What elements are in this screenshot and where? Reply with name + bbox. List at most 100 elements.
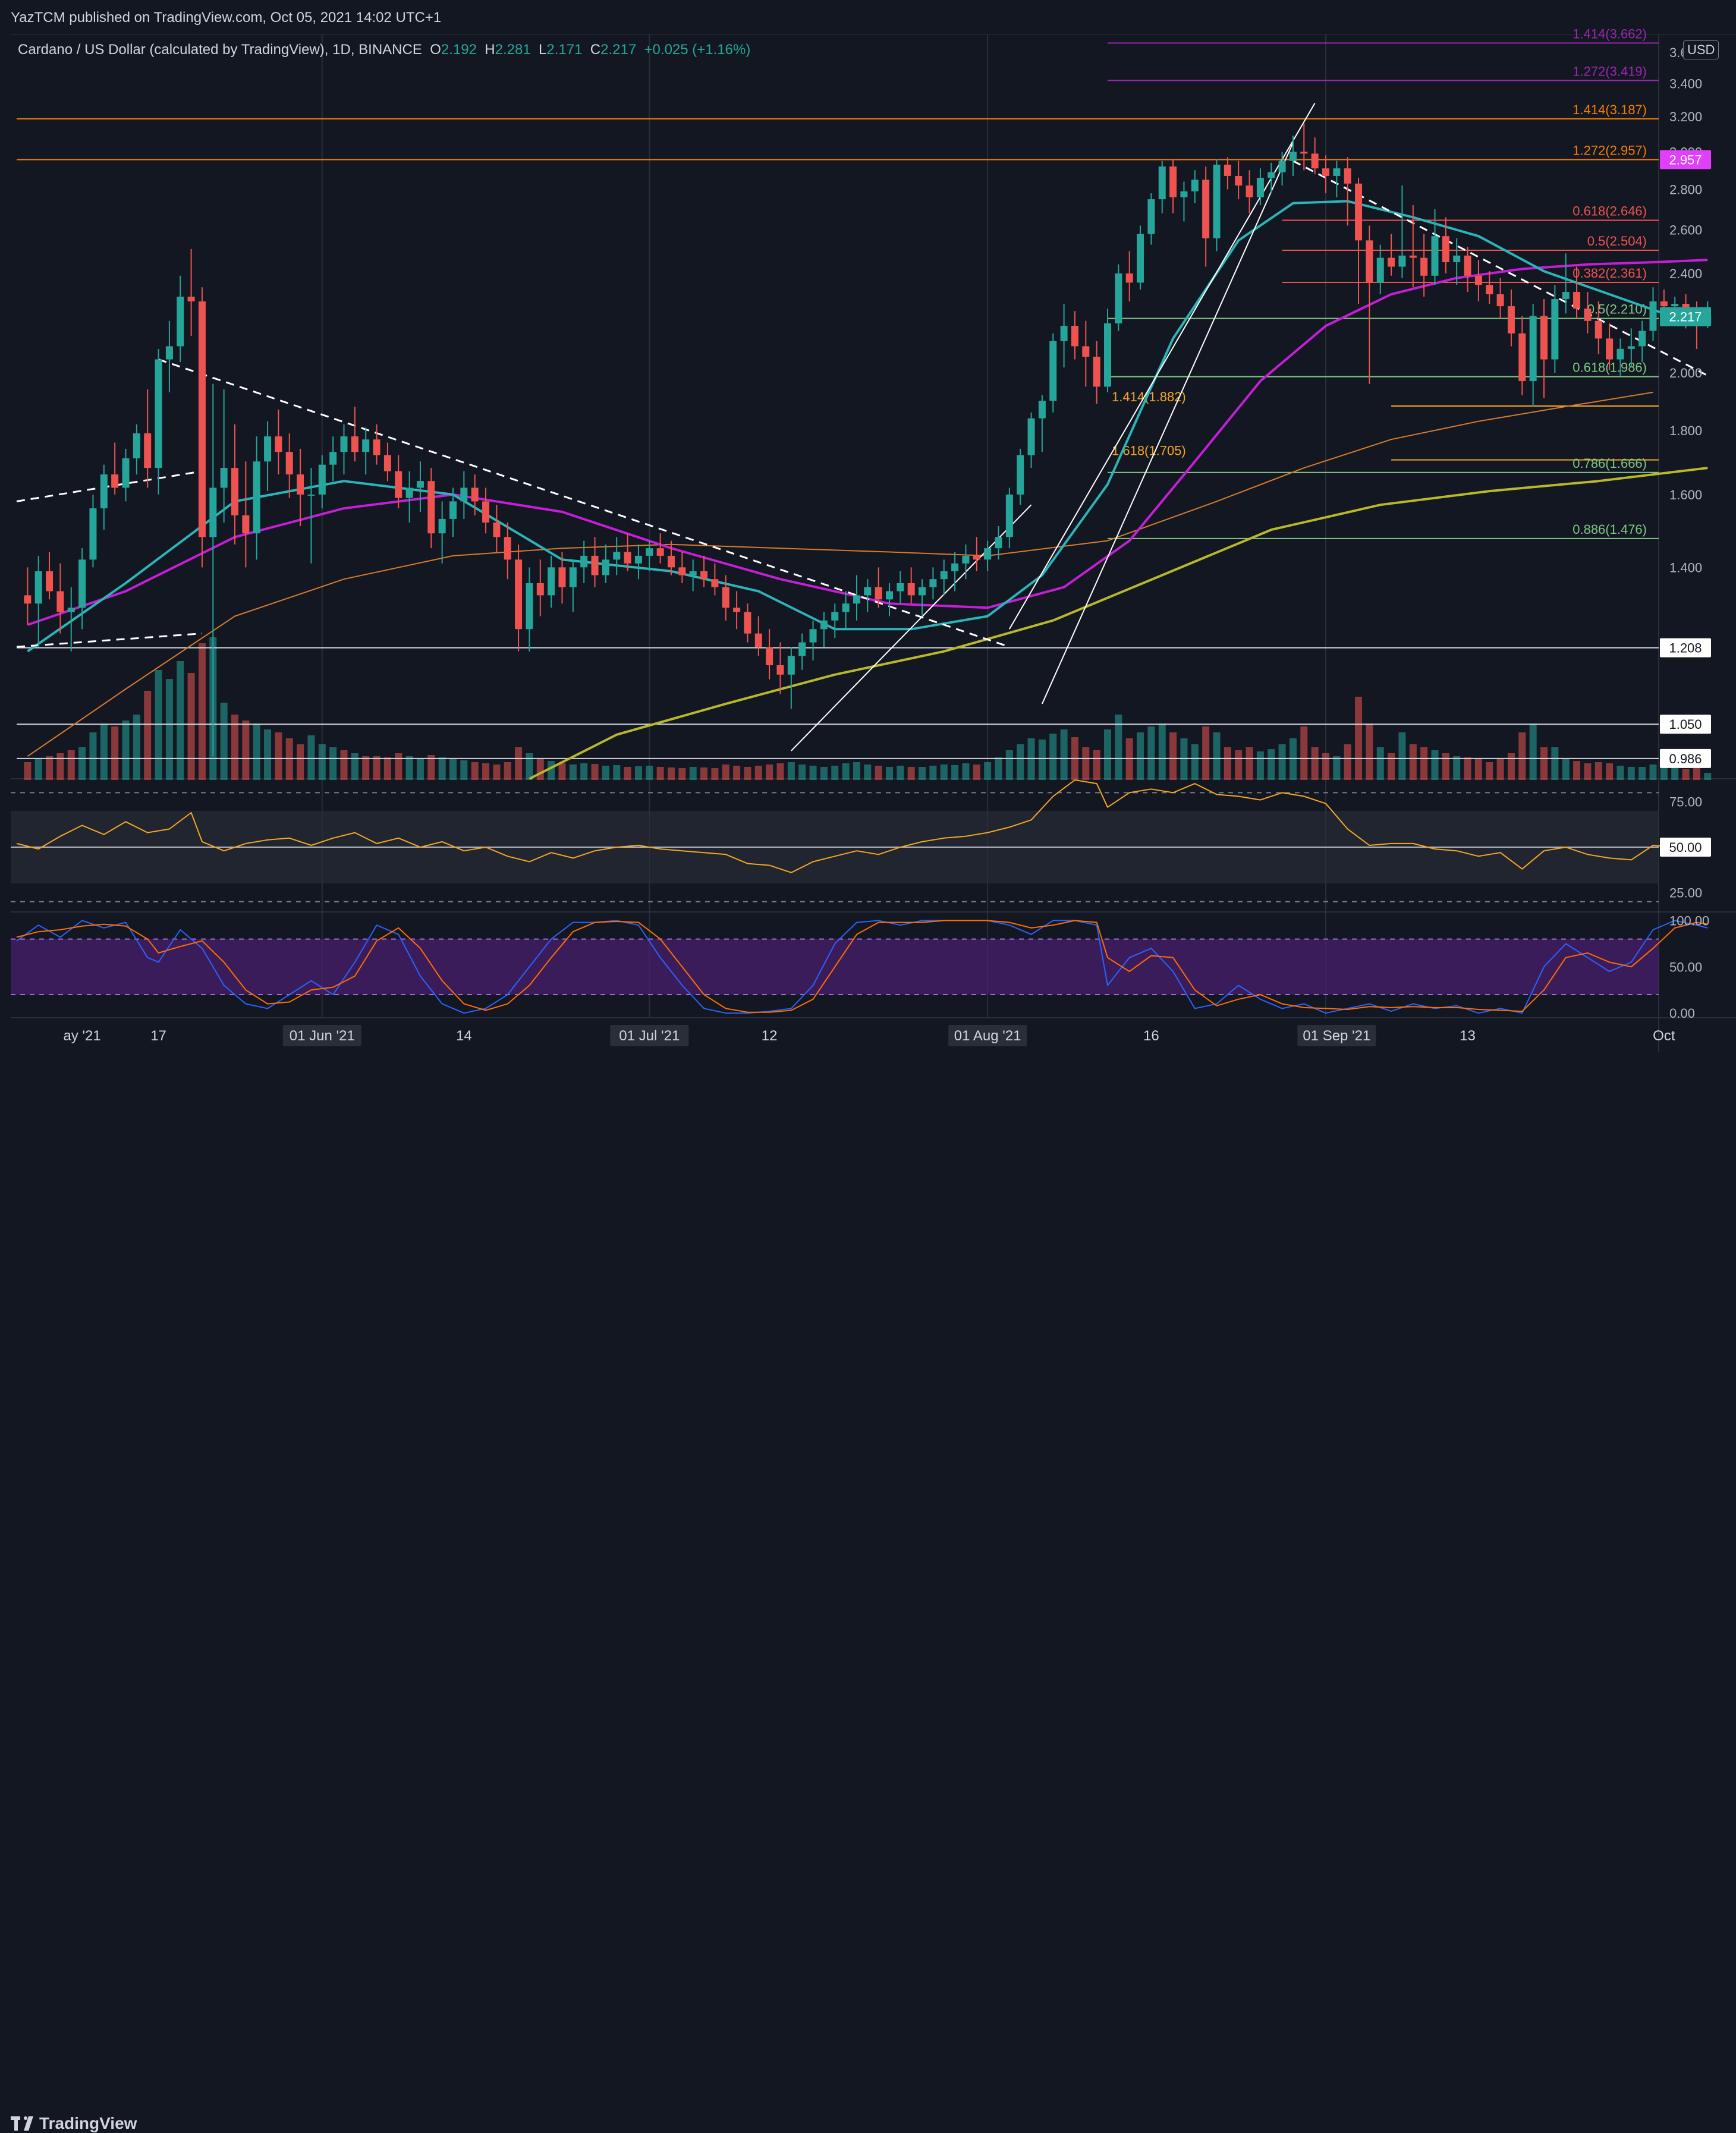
candle-body xyxy=(1388,257,1395,267)
volume-bar xyxy=(1256,751,1264,780)
candle-body xyxy=(1300,152,1308,154)
candle-body xyxy=(1420,257,1428,276)
volume-bar xyxy=(1627,767,1635,780)
volume-bar xyxy=(526,753,533,780)
candle-body xyxy=(678,567,686,575)
symbol-info: Cardano / US Dollar (calculated by Tradi… xyxy=(18,42,750,58)
candle-body xyxy=(1540,316,1548,360)
footer-bar: TradingView xyxy=(0,1052,1736,2132)
candle-body xyxy=(1529,316,1537,382)
volume-bar xyxy=(1246,747,1253,780)
candle-body xyxy=(220,468,228,488)
volume-bar xyxy=(1125,738,1133,780)
candle-body xyxy=(482,501,490,523)
high-value: 2.281 xyxy=(495,42,531,58)
rsi-tick-label: 25.00 xyxy=(1669,885,1702,900)
fib-level-label: 0.382(2.361) xyxy=(1573,266,1647,281)
candle-body xyxy=(646,548,653,556)
candle-body xyxy=(449,501,457,519)
low-label: L xyxy=(539,42,547,58)
volume-bar xyxy=(1268,749,1275,780)
candle-body xyxy=(754,633,762,647)
candle-body xyxy=(144,433,152,468)
candle-body xyxy=(1017,455,1024,495)
volume-bar xyxy=(1311,747,1319,780)
candle-body xyxy=(973,555,980,560)
candle-body xyxy=(798,642,806,656)
volume-bar xyxy=(558,763,566,780)
volume-bar xyxy=(416,759,424,780)
candle-body xyxy=(776,665,784,675)
low-value: 2.171 xyxy=(546,42,583,58)
volume-bar xyxy=(962,763,970,780)
volume-bar xyxy=(198,643,206,780)
volume-bar xyxy=(122,721,130,780)
currency-badge[interactable]: USD xyxy=(1683,40,1719,59)
candle-body xyxy=(940,571,948,580)
volume-bar xyxy=(187,673,195,780)
candle-body xyxy=(831,612,839,621)
candle-body xyxy=(133,433,140,458)
candle-body xyxy=(1606,338,1614,360)
open-value: 2.192 xyxy=(441,42,477,58)
time-label-box xyxy=(1297,1025,1376,1046)
ema50-line xyxy=(27,259,1708,626)
tradingview-logo-text: TradingView xyxy=(39,2114,137,2132)
ema200-line xyxy=(529,467,1708,780)
candle-body xyxy=(1660,301,1668,307)
candle-body xyxy=(984,548,992,560)
candle-body xyxy=(787,656,795,675)
volume-bar xyxy=(395,753,402,780)
volume-bar xyxy=(329,747,337,780)
candle-body xyxy=(416,481,424,488)
volume-bar xyxy=(242,721,250,780)
candle-body xyxy=(1376,257,1384,283)
volume-bar xyxy=(1595,762,1602,780)
trendline xyxy=(16,633,203,648)
price-badge xyxy=(1660,307,1711,326)
volume-bar xyxy=(1420,747,1428,780)
price-tick-label: 3.200 xyxy=(1669,109,1702,124)
header-bar: YazTCM published on TradingView.com, Oct… xyxy=(0,0,1736,34)
candle-body xyxy=(634,555,642,564)
chart-canvas[interactable]: 1.414(3.662) 1.272(3.419) 1.414(3.187) 1.27… xyxy=(0,0,1736,1093)
tradingview-logo[interactable]: TradingView xyxy=(11,2114,137,2133)
volume-bar xyxy=(1704,773,1712,780)
volume-bar xyxy=(427,755,435,780)
candle-body xyxy=(733,608,741,612)
price-badge xyxy=(1660,715,1711,734)
time-tick-label: 14 xyxy=(456,1028,472,1044)
candle-body xyxy=(886,591,893,600)
high-label: H xyxy=(485,42,495,58)
candle-body xyxy=(1278,161,1286,172)
candle-body xyxy=(351,436,358,452)
candle-body xyxy=(1453,255,1461,263)
volume-bar xyxy=(536,759,544,780)
volume-bar xyxy=(133,715,140,780)
candle-body xyxy=(231,468,238,515)
candle-body xyxy=(1627,346,1635,349)
volume-bar xyxy=(1606,763,1614,780)
volume-bar xyxy=(78,747,86,780)
candle-body xyxy=(1038,401,1046,419)
volume-bar xyxy=(875,766,882,780)
volume-bar xyxy=(1638,767,1646,780)
rsi-badge xyxy=(1660,838,1711,857)
volume-bar xyxy=(1376,747,1384,780)
volume-bar xyxy=(984,762,992,780)
volume-bar xyxy=(1453,756,1461,780)
volume-bar xyxy=(1442,753,1449,780)
volume-bar xyxy=(165,679,173,780)
volume-bar xyxy=(951,765,959,780)
volume-bar xyxy=(886,767,893,780)
volume-bar xyxy=(1005,750,1013,780)
candle-body xyxy=(1442,236,1449,263)
chart-frame[interactable] xyxy=(11,34,1736,1046)
time-tick-label: 01 Aug '21 xyxy=(954,1028,1021,1044)
volume-bar xyxy=(297,744,304,780)
volume-bar xyxy=(1093,750,1100,780)
candle-body xyxy=(951,563,959,571)
candle-body xyxy=(1180,191,1188,197)
volume-bar xyxy=(177,661,184,780)
candle-body xyxy=(187,297,195,302)
